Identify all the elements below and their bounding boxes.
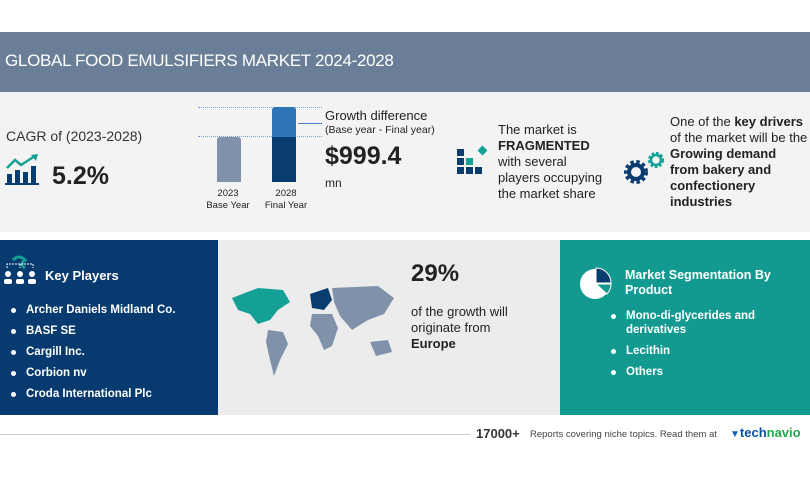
market-structure-text: The market is FRAGMENTED with several playe… [498, 122, 603, 201]
list-item: Archer Daniels Midland Co. [0, 303, 216, 317]
gridline [198, 107, 322, 108]
growth-unit: mn [325, 176, 342, 190]
list-item: Mono-di-glycerides and derivatives [600, 309, 805, 337]
key-players-title: Key Players [45, 268, 119, 283]
list-item: Cargill Inc. [0, 345, 216, 359]
people-network-icon [4, 255, 36, 284]
regional-panel: 29% of the growth will originate from Euro… [218, 240, 560, 415]
logo-mark-icon: ▼ [730, 429, 740, 440]
key-players-panel: Key Players Archer Daniels Midland Co. B… [0, 240, 218, 415]
header-banner: GLOBAL FOOD EMULSIFIERS MARKET 2024-2028 [0, 32, 810, 92]
list-item: Lecithin [600, 344, 805, 358]
key-drivers-text: One of the key drivers of the market will… [670, 114, 808, 209]
segmentation-panel: Market Segmentation By Product Mono-di-gl… [560, 240, 810, 415]
cagr-value: 5.2% [52, 162, 109, 190]
growth-chart-icon [5, 154, 39, 185]
pie-chart-icon [580, 267, 612, 299]
bar-2028-base [272, 137, 296, 182]
blocks-icon [457, 145, 488, 174]
list-item: Corbion nv [0, 366, 216, 380]
segmentation-title: Market Segmentation By Product [625, 268, 771, 297]
footer-text: Reports covering niche topics. Read them… [530, 429, 717, 440]
gridline [198, 136, 322, 137]
bar-label-2023: 2023 Base Year [206, 188, 250, 211]
growth-subtitle: (Base year - Final year) [325, 124, 435, 136]
segmentation-list: Mono-di-glycerides and derivatives Lecit… [600, 309, 805, 386]
page-title: GLOBAL FOOD EMULSIFIERS MARKET 2024-2028 [5, 51, 394, 70]
footer: 17000+ Reports covering niche topics. Re… [0, 422, 810, 452]
list-item: Croda International Plc [0, 387, 216, 401]
technavio-logo[interactable]: ▼technavio [730, 425, 801, 440]
cagr-label: CAGR of (2023-2028) [6, 128, 143, 144]
report-count: 17000+ [476, 426, 520, 441]
gears-icon [624, 152, 664, 184]
divider [0, 434, 470, 435]
world-map-icon [232, 286, 394, 376]
arrow-icon [298, 123, 322, 124]
key-players-list: Archer Daniels Midland Co. BASF SE Cargi… [0, 303, 216, 408]
summary-section: CAGR of (2023-2028) 5.2% 2023 Base Year 2… [0, 92, 810, 232]
bar-2023 [217, 137, 241, 182]
bar-2028-growth [272, 107, 296, 137]
growth-title: Growth difference [325, 108, 428, 123]
list-item: Others [600, 365, 805, 379]
regional-text: of the growth will originate from Europe [411, 304, 508, 351]
growth-value: $999.4 [325, 142, 402, 170]
regional-percent: 29% [411, 260, 460, 287]
list-item: BASF SE [0, 324, 216, 338]
bar-label-2028: 2028 Final Year [264, 188, 308, 211]
